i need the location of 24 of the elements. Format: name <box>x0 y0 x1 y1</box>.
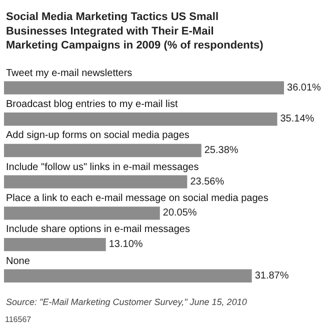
y-tick-label: Add sign-up forms on social media pages <box>6 130 190 141</box>
bar <box>4 269 252 282</box>
bar <box>4 81 284 94</box>
bar <box>4 175 188 188</box>
y-tick-label: Broadcast blog entries to my e-mail list <box>6 99 178 110</box>
data-label: 35.14% <box>280 114 314 125</box>
data-label: 20.05% <box>162 208 197 219</box>
y-tick-label: Include "follow us" links in e-mail messages <box>6 162 199 173</box>
y-tick-label: None <box>6 256 30 267</box>
y-tick-label: Tweet my e-mail newsletters <box>6 68 132 79</box>
text: 116567 <box>5 315 32 324</box>
data-label: 23.56% <box>190 176 224 188</box>
data-label: 31.87% <box>254 270 289 282</box>
data-label: 13.10% <box>108 239 143 250</box>
data-label: 25.38% <box>204 144 238 156</box>
bar <box>4 238 106 252</box>
chart-title: Social Media Marketing Tactics US Small Businesses Integrated with Their E-Mail Marketing Campaigns in 2009 (% of respondents) <box>6 11 264 52</box>
y-tick-label: Include share options in e-mail messages <box>6 224 190 235</box>
y-tick-label: Place a link to each e-mail message on social media pages <box>6 193 268 204</box>
bar <box>4 206 160 220</box>
source-note: Source: "E-Mail Marketing Customer Survey," June 15, 2010 <box>6 297 247 307</box>
data-label: 36.01% <box>287 82 322 94</box>
bar <box>4 112 278 126</box>
bar <box>4 144 202 158</box>
